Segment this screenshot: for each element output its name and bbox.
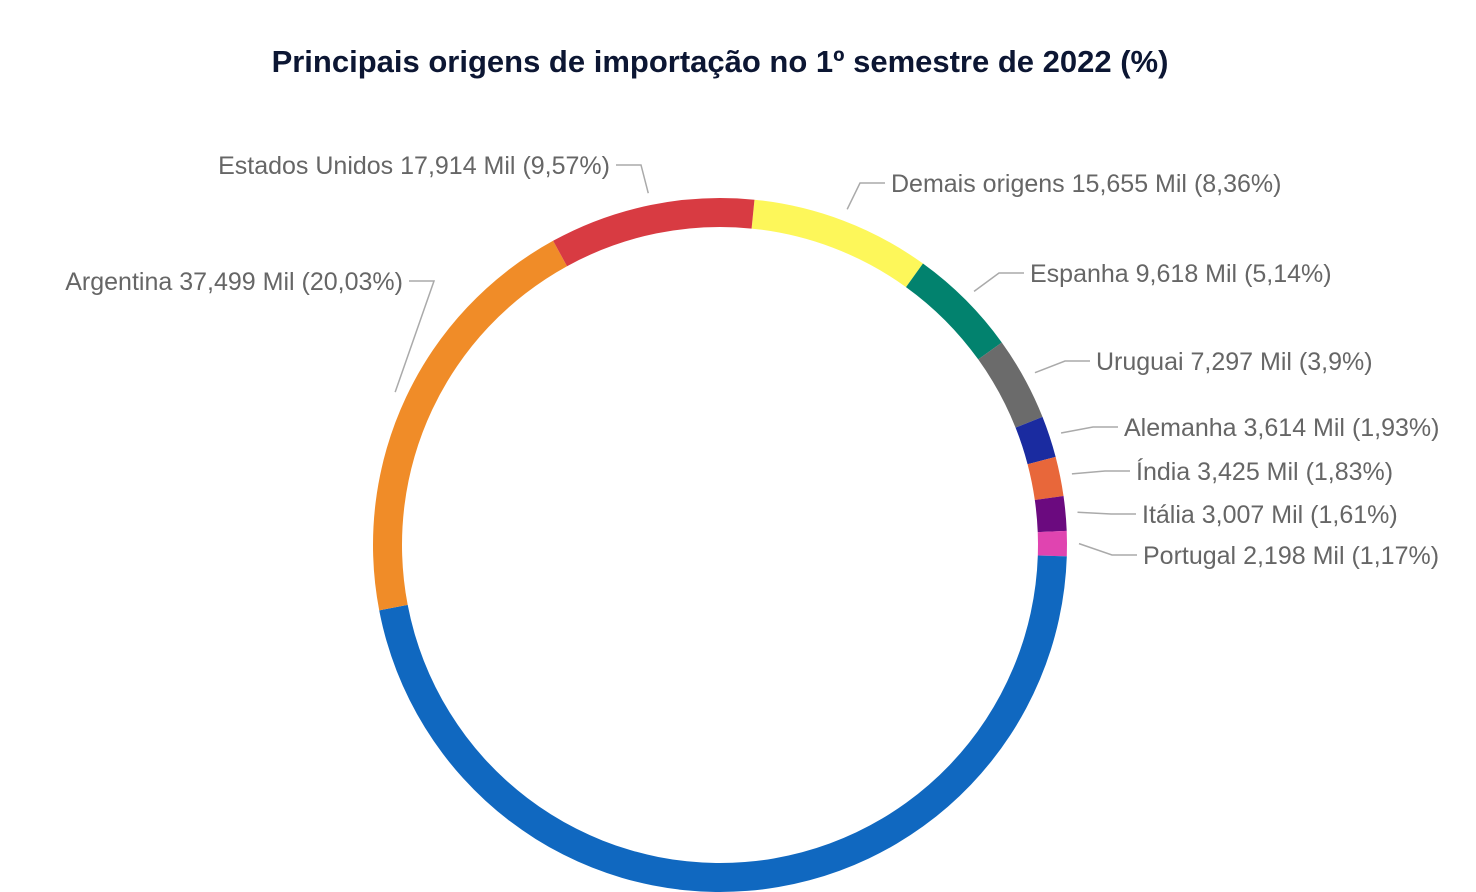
slice bbox=[905, 263, 1002, 360]
label-value: (20,03%) bbox=[302, 268, 403, 296]
label-name: Itália bbox=[1142, 501, 1195, 529]
data-label: Índia 3,425 Mil (1,83%) bbox=[1136, 457, 1393, 486]
label-value: (3,9%) bbox=[1299, 348, 1373, 376]
data-label: Demais origens 15,655 Mil (8,36%) bbox=[891, 170, 1282, 198]
leader-line bbox=[1077, 511, 1136, 515]
chart-title: Principais origens de importação no 1º s… bbox=[272, 44, 1169, 79]
data-label: Alemanha 3,614 Mil (1,93%) bbox=[1124, 414, 1439, 442]
label-value: (1,61%) bbox=[1310, 501, 1398, 529]
label-value: 3,614 Mil bbox=[1244, 414, 1345, 442]
label-value: (8,36%) bbox=[1194, 170, 1282, 198]
label-name: Demais origens bbox=[891, 170, 1065, 198]
label-value: (1,83%) bbox=[1306, 458, 1394, 486]
data-label: Espanha 9,618 Mil (5,14%) bbox=[1030, 260, 1332, 288]
slice bbox=[379, 555, 1067, 892]
leader-line bbox=[616, 164, 649, 194]
label-name: Espanha bbox=[1030, 260, 1129, 288]
label-name: Estados Unidos bbox=[218, 152, 393, 180]
data-label: Argentina 37,499 Mil (20,03%) bbox=[65, 268, 403, 296]
label-value: (5,14%) bbox=[1244, 260, 1332, 288]
label-value: 3,007 Mil bbox=[1202, 501, 1303, 529]
label-name: Portugal bbox=[1143, 542, 1236, 570]
leader-line bbox=[1034, 360, 1090, 374]
slice bbox=[978, 342, 1043, 428]
label-value: (1,93%) bbox=[1352, 414, 1440, 442]
data-label: Uruguai 7,297 Mil (3,9%) bbox=[1096, 348, 1373, 376]
label-value: (1,17%) bbox=[1351, 542, 1439, 570]
leader-line bbox=[973, 272, 1024, 292]
slice bbox=[1037, 530, 1067, 557]
label-value: 3,425 Mil bbox=[1197, 458, 1298, 486]
label-name: Alemanha bbox=[1124, 414, 1237, 442]
label-value: 9,618 Mil bbox=[1136, 260, 1237, 288]
data-label: Portugal 2,198 Mil (1,17%) bbox=[1143, 542, 1439, 570]
label-value: 2,198 Mil bbox=[1243, 542, 1344, 570]
slice bbox=[553, 198, 755, 267]
slice bbox=[1015, 416, 1056, 465]
label-value: 15,655 Mil bbox=[1072, 170, 1187, 198]
leader-line bbox=[394, 280, 436, 393]
label-value: 7,297 Mil bbox=[1191, 348, 1292, 376]
leader-line bbox=[1071, 470, 1130, 475]
leader-line bbox=[846, 182, 885, 210]
slice bbox=[1034, 495, 1067, 533]
label-value: 17,914 Mil bbox=[400, 152, 515, 180]
label-value: 37,499 Mil bbox=[179, 268, 294, 296]
label-name: Índia bbox=[1136, 457, 1190, 486]
label-name: Argentina bbox=[65, 268, 172, 296]
leader-line bbox=[1078, 542, 1137, 556]
leader-line bbox=[1060, 426, 1118, 434]
slice bbox=[751, 199, 923, 288]
slice bbox=[373, 240, 568, 611]
slice bbox=[1027, 456, 1064, 501]
data-label: Estados Unidos 17,914 Mil (9,57%) bbox=[218, 152, 610, 180]
label-name: Uruguai bbox=[1096, 348, 1184, 376]
label-value: (9,57%) bbox=[522, 152, 610, 180]
data-label: Itália 3,007 Mil (1,61%) bbox=[1142, 501, 1398, 529]
